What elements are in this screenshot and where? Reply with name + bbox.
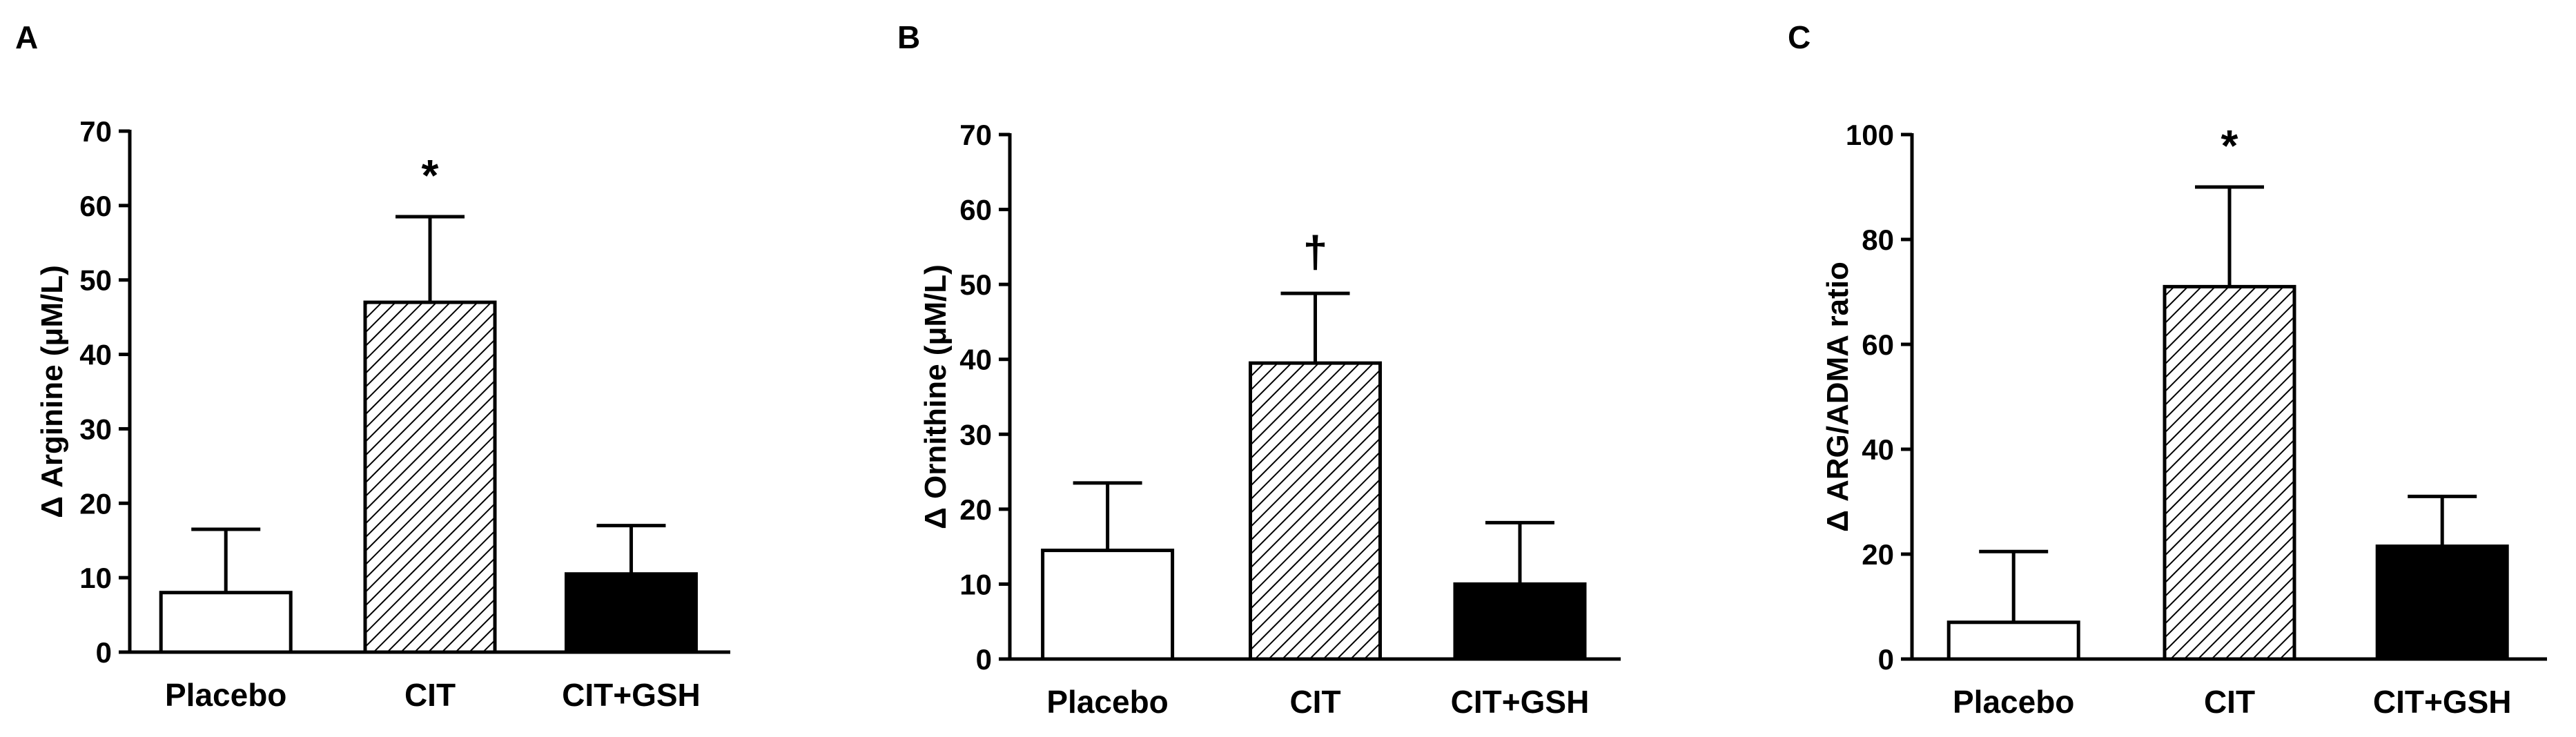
panel-b-bars bbox=[1041, 361, 1587, 661]
panel-c-bars bbox=[1946, 284, 2509, 661]
panel-a-significance-mark: * bbox=[422, 150, 439, 200]
panel-b-categories: Placebo CIT CIT+GSH bbox=[1046, 684, 1589, 720]
panel-a-error-bars bbox=[191, 215, 666, 593]
panel-a: A 0 10 20 30 40 50 60 70 * Placebo CIT CIT+GSH Δ … bbox=[15, 19, 730, 713]
panel-c-bar-cit-gsh bbox=[2375, 544, 2509, 661]
panel-a-category-label: Placebo bbox=[165, 677, 286, 713]
panel-c-y-tick-label: 100 bbox=[1846, 119, 1894, 151]
panel-c-y-axis-title: Δ ARG/ADMA ratio bbox=[1821, 262, 1855, 532]
panel-c-y-ticks: 0 20 40 60 80 100 bbox=[1846, 119, 1912, 676]
panel-a-y-tick-label: 10 bbox=[79, 562, 112, 594]
panel-b-label: B bbox=[897, 19, 920, 55]
panel-b-axes bbox=[1008, 133, 1621, 661]
panel-a-y-tick-label: 60 bbox=[79, 190, 112, 222]
panel-b-y-tick-label: 30 bbox=[959, 418, 992, 451]
panel-b-significance-mark: † bbox=[1303, 227, 1328, 277]
panel-b-bar-cit bbox=[1249, 361, 1382, 661]
panel-c-y-tick-label: 80 bbox=[1862, 224, 1894, 256]
panel-c-bar-cit bbox=[2163, 284, 2296, 661]
panel-a-y-tick-label: 50 bbox=[79, 264, 112, 297]
panel-c-y-tick-label: 0 bbox=[1878, 643, 1894, 676]
panel-b-y-tick-label: 20 bbox=[959, 493, 992, 526]
panel-a-bar-placebo bbox=[159, 591, 293, 654]
panel-a-y-tick-label: 0 bbox=[96, 636, 112, 669]
panel-c-bar-placebo bbox=[1946, 620, 2080, 661]
panel-c-significance-mark: * bbox=[2221, 121, 2238, 170]
panel-c-category-label: CIT+GSH bbox=[2373, 684, 2512, 720]
panel-a-y-tick-label: 70 bbox=[79, 115, 112, 148]
panel-a-bars bbox=[159, 300, 698, 654]
panel-b-category-label: Placebo bbox=[1046, 684, 1168, 720]
panel-c-label: C bbox=[1788, 19, 1811, 55]
panel-b-bar-cit-gsh bbox=[1453, 582, 1587, 661]
panel-b-category-label: CIT+GSH bbox=[1451, 684, 1590, 720]
panel-a-y-tick-label: 20 bbox=[79, 487, 112, 520]
panel-c: C 0 20 40 60 80 100 * Placebo CIT CIT+GSH Δ ARG… bbox=[1788, 19, 2547, 720]
panel-b: B 0 10 20 30 40 50 60 70 † Placebo CIT CIT+GSH Δ … bbox=[897, 19, 1621, 720]
panel-b-y-tick-label: 10 bbox=[959, 568, 992, 600]
panel-b-y-tick-label: 50 bbox=[959, 268, 992, 301]
panel-a-significance: * bbox=[422, 150, 439, 200]
panel-a-category-label: CIT bbox=[404, 677, 456, 713]
panel-a-y-ticks: 0 10 20 30 40 50 60 70 bbox=[79, 115, 130, 669]
panel-a-category-label: CIT+GSH bbox=[562, 677, 701, 713]
panel-c-significance: * bbox=[2221, 121, 2238, 170]
panel-c-y-tick-label: 40 bbox=[1862, 433, 1894, 466]
panel-b-y-tick-label: 60 bbox=[959, 194, 992, 226]
panel-b-y-tick-label: 0 bbox=[976, 643, 992, 676]
panel-c-error-bars bbox=[1979, 185, 2477, 622]
panel-a-axes bbox=[128, 130, 730, 654]
panel-b-y-tick-label: 40 bbox=[959, 344, 992, 376]
panel-c-y-tick-label: 60 bbox=[1862, 328, 1894, 361]
panel-a-label: A bbox=[15, 19, 38, 55]
panel-b-bar-placebo bbox=[1041, 549, 1175, 661]
panel-c-category-label: CIT bbox=[2204, 684, 2255, 720]
panel-b-y-ticks: 0 10 20 30 40 50 60 70 bbox=[959, 119, 1010, 676]
panel-a-bar-cit-gsh bbox=[564, 572, 698, 654]
panel-a-y-tick-label: 40 bbox=[79, 339, 112, 371]
panel-a-categories: Placebo CIT CIT+GSH bbox=[165, 677, 701, 713]
panel-b-y-tick-label: 70 bbox=[959, 119, 992, 151]
panel-a-y-tick-label: 30 bbox=[79, 413, 112, 445]
panel-c-axes bbox=[1910, 133, 2547, 661]
panel-b-error-bars bbox=[1073, 291, 1554, 584]
panel-a-y-axis-title: Δ Arginine (μM/L) bbox=[35, 265, 69, 518]
panel-c-categories: Placebo CIT CIT+GSH bbox=[1953, 684, 2512, 720]
panel-c-y-tick-label: 20 bbox=[1862, 538, 1894, 571]
panel-c-category-label: Placebo bbox=[1953, 684, 2074, 720]
panel-a-bar-cit bbox=[363, 300, 497, 654]
panel-b-y-axis-title: Δ Ornithine (μM/L) bbox=[919, 264, 953, 529]
panel-b-category-label: CIT bbox=[1289, 684, 1340, 720]
panel-b-significance: † bbox=[1303, 227, 1328, 277]
